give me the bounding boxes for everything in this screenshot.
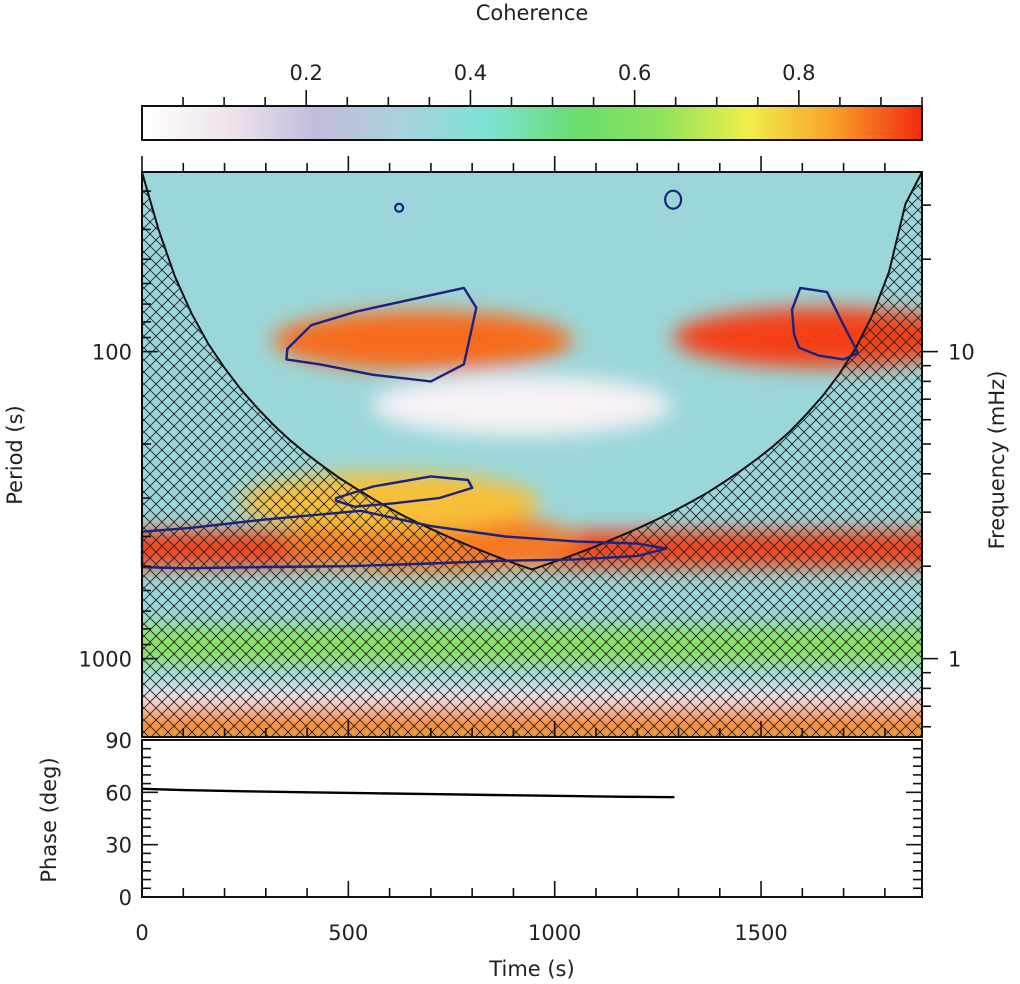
phase-tick-label: 30 (105, 834, 132, 858)
phase-tick-label: 0 (119, 886, 132, 910)
heatmap-axes: 100 1000 10 1 (79, 156, 975, 738)
contour-small-1 (394, 202, 405, 213)
colorbar (141, 105, 923, 141)
time-tick-label: 500 (328, 921, 368, 945)
phase-line (141, 787, 675, 799)
contour-small-2 (664, 189, 683, 210)
frequency-tick-label: 10 (948, 341, 975, 365)
colorbar-ticks: 0.2 0.4 0.6 0.8 (182, 61, 923, 106)
contour-high-left (285, 286, 478, 383)
x-axis-label: Time (s) (488, 957, 574, 981)
time-tick-label: 0 (135, 921, 148, 945)
blob-5 (371, 375, 672, 436)
time-tick-label: 1500 (734, 921, 787, 945)
frequency-tick-label: 1 (948, 648, 961, 672)
cone-hatch-region (142, 172, 922, 737)
contour-mid (334, 475, 474, 508)
colorbar-tick-label: 0.4 (454, 61, 487, 85)
contour-long (140, 509, 668, 570)
y2-axis-label: Frequency (mHz) (985, 371, 1009, 550)
contour-high-right (790, 286, 860, 361)
colorbar-tick-label: 0.8 (782, 61, 815, 85)
phase-tick-label: 90 (105, 729, 132, 753)
blob-3 (672, 307, 922, 368)
phase-tick-label: 60 (105, 781, 132, 805)
significance-contours (140, 189, 860, 570)
period-tick-label: 100 (92, 341, 132, 365)
y-axis-label: Period (s) (3, 405, 27, 504)
colorbar-tick-label: 0.2 (290, 61, 323, 85)
phase-y-axis-label: Phase (deg) (37, 757, 61, 882)
colorbar-title: Coherence (476, 1, 589, 25)
phase-axes: 0 30 60 90 0 500 1000 1500 (105, 729, 923, 945)
blob-2 (272, 310, 573, 371)
period-tick-label: 1000 (79, 648, 132, 672)
heatmap-frame (141, 171, 923, 738)
time-tick-label: 1000 (528, 921, 581, 945)
phase-frame (141, 739, 923, 898)
colorbar-tick-label: 0.6 (618, 61, 651, 85)
